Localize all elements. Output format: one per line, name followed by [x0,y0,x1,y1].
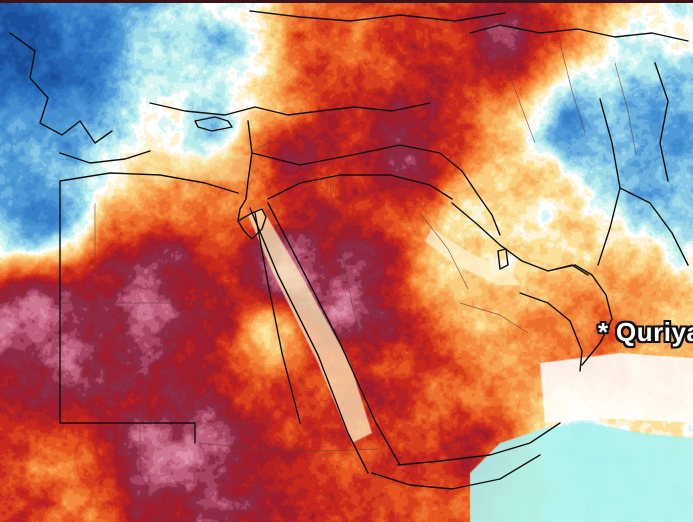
city-label-quriyat[interactable]: Quriyat [616,317,693,347]
city-marker-asterisk: * [598,317,609,347]
anomaly-raster-layer [0,3,693,522]
